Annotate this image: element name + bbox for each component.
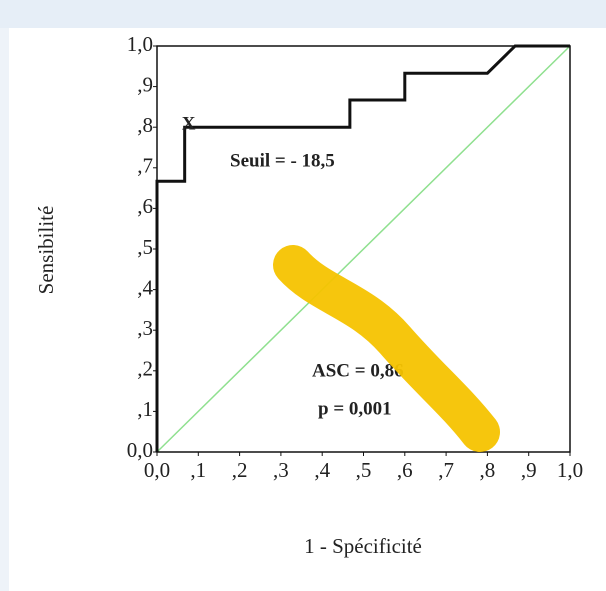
y-tick-label: ,4 [137, 275, 153, 299]
roc-curve [155, 44, 570, 452]
x-tick-label: ,7 [438, 458, 454, 482]
cutoff-marker: X [182, 114, 196, 135]
x-tick-label: ,9 [521, 458, 537, 482]
x-tick-label: ,2 [232, 458, 248, 482]
y-tick-label: ,5 [137, 235, 153, 259]
x-tick-label: ,6 [397, 458, 413, 482]
x-tick-label: ,5 [356, 458, 372, 482]
top-strip [0, 0, 606, 28]
plot-frame [156, 45, 571, 453]
y-tick-label: 0,0 [127, 438, 153, 462]
y-axis-label: Sensibilité [34, 206, 58, 295]
y-tick-label: ,1 [137, 397, 153, 421]
y-tick-label: ,7 [137, 154, 153, 178]
annotation: p = 0,001 [318, 398, 392, 419]
diagonal [156, 45, 571, 453]
x-tick-label: ,3 [273, 458, 289, 482]
highlighter-scribble [273, 245, 500, 452]
left-strip [0, 28, 9, 591]
y-tick-label: ,6 [137, 194, 153, 218]
x-axis-label: 1 - Spécificité [304, 534, 422, 558]
y-tick-label: ,2 [137, 357, 153, 381]
y-tick-label: ,8 [137, 113, 153, 137]
x-tick-label: ,8 [480, 458, 496, 482]
x-tick-label: 1,0 [557, 458, 583, 482]
x-tick-label: ,4 [314, 458, 330, 482]
x-tick-label: 0,0 [144, 458, 170, 482]
annotation: ASC = 0,86 [312, 360, 404, 381]
annotation: Seuil = - 18,5 [230, 150, 335, 171]
y-tick-label: 1,0 [127, 32, 153, 56]
y-tick-label: ,9 [137, 72, 153, 96]
x-tick-label: ,1 [190, 458, 206, 482]
y-tick-label: ,3 [137, 316, 153, 340]
